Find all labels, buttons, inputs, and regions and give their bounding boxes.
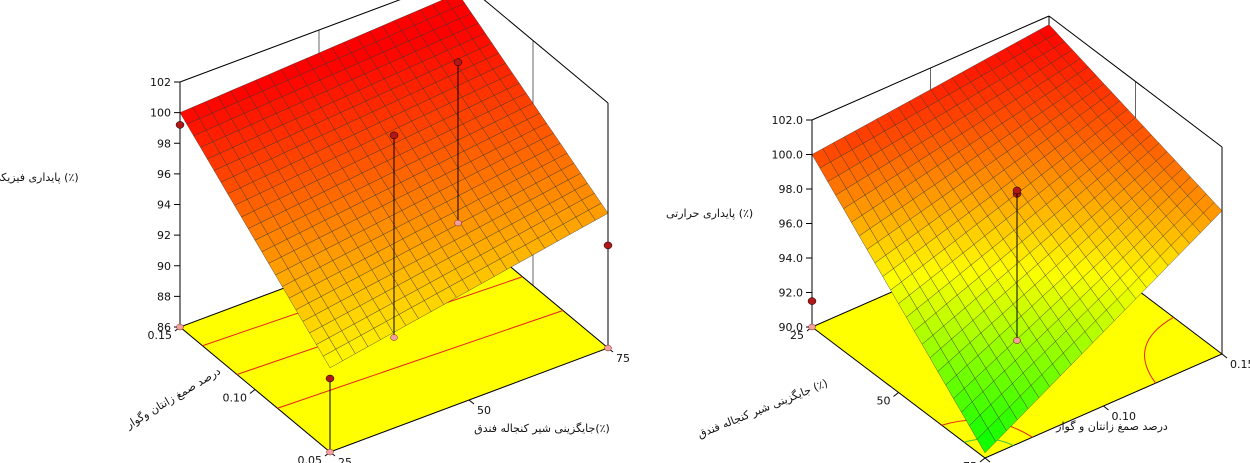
contour-line	[277, 310, 564, 409]
y-tick-label: 0.15	[148, 329, 173, 342]
z-tick-label: 90	[157, 260, 171, 273]
x-axis-title: جایگزینی شیر کنجاله فندق(٪)	[474, 422, 610, 435]
design-point	[1012, 186, 1022, 195]
surface-chart-1: 86 88 90 92 94 96 98 100 102 25 50 75 0.05 0.10 0.15 پا…	[0, 0, 630, 463]
x-tick-mark	[468, 399, 475, 405]
y-tick-label: 50	[877, 395, 891, 408]
x-tick-label: 0.15	[1230, 358, 1250, 371]
z-tick-label: 86	[157, 321, 171, 334]
design-points	[175, 58, 613, 456]
y-tick-label: 0.10	[223, 392, 248, 405]
design-point	[175, 121, 185, 129]
x-tick-label: 25	[338, 456, 352, 463]
design-point-floor	[390, 334, 398, 341]
z-tick-label: 88	[157, 290, 171, 303]
z-axis-title: پایداری حرارتی (٪)	[666, 207, 753, 220]
design-point-floor	[604, 344, 612, 352]
y-tick-mark	[979, 457, 986, 463]
y-ticks: 75 50 25	[790, 326, 986, 463]
surface-cell	[976, 428, 997, 454]
z-tick-label: 96.0	[779, 218, 804, 231]
z-ticks: 90.0 92.0 94.0 96.0 98.0 100.0 102.0	[772, 114, 812, 334]
surface-cell	[322, 348, 343, 369]
z-tick-label: 90.0	[779, 321, 804, 334]
y-tick-mark	[893, 392, 899, 397]
z-tick-label: 94	[157, 199, 171, 212]
z-tick-label: 94.0	[779, 252, 804, 265]
z-axis-title: پایداری فیزیکی (٪)	[0, 171, 79, 184]
response-surface	[179, 0, 609, 369]
z-tick-label: 96	[157, 168, 171, 181]
x-tick-label: 75	[616, 352, 630, 365]
z-tick-label: 100	[150, 107, 171, 120]
design-point	[389, 131, 399, 140]
design-point	[807, 297, 817, 305]
design-point-floor	[326, 448, 334, 456]
z-tick-label: 100.0	[772, 149, 804, 162]
design-point	[453, 58, 463, 66]
z-ticks: 86 88 90 92 94 96 98 100 102	[150, 76, 180, 334]
design-point-floor	[808, 323, 816, 331]
design-point-floor	[1013, 337, 1021, 344]
design-point	[325, 374, 335, 383]
design-points	[807, 186, 1022, 344]
design-point-floor	[176, 323, 184, 331]
y-tick-label: 25	[790, 329, 804, 342]
z-tick-label: 98	[157, 137, 171, 150]
y-axis-title: درصد صمغ زانتان وگوار	[123, 365, 223, 432]
z-tick-label: 92	[157, 229, 171, 242]
z-tick-label: 98.0	[779, 183, 804, 196]
y-tick-label: 0.05	[298, 454, 323, 463]
x-axis-title: درصد صمغ زانتان و گوار	[1055, 420, 1168, 433]
y-tick-label: 75	[963, 460, 977, 463]
design-point-floor	[454, 219, 462, 227]
contour-line	[1144, 316, 1174, 384]
y-axis-title: جایگزینی شیر کنجاله فندق (٪)	[696, 377, 830, 441]
z-tick-label: 102	[150, 76, 171, 89]
surface-chart-2: 90.092.094.096.098.0100.0102.00.050.100.…	[666, 15, 1250, 463]
response-surface	[811, 24, 1223, 454]
x-tick-mark	[1103, 405, 1109, 411]
y-tick-mark	[249, 389, 256, 394]
x-tick-mark	[1221, 353, 1228, 359]
x-tick-mark	[984, 457, 991, 463]
x-tick-label: 0.10	[1112, 410, 1137, 423]
design-point	[603, 241, 613, 250]
x-tick-label: 50	[477, 404, 491, 417]
z-tick-label: 102.0	[772, 114, 804, 127]
z-tick-label: 92.0	[779, 287, 804, 300]
